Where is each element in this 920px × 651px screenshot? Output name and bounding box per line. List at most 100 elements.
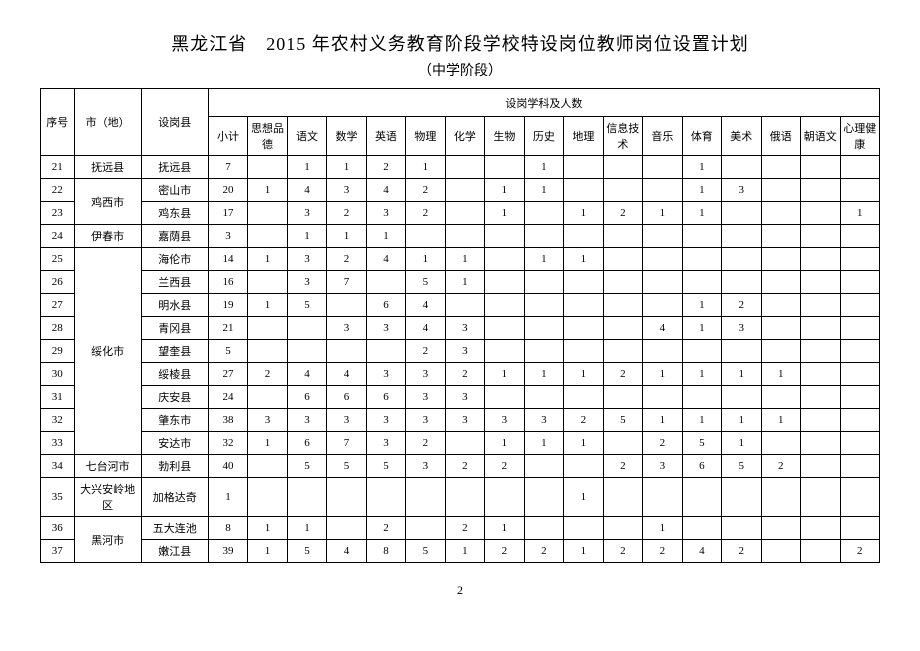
cell-value [761,179,800,202]
cell-value: 4 [682,540,721,563]
cell-value: 2 [406,179,445,202]
cell-seq: 27 [41,294,75,317]
cell-value: 6 [327,386,366,409]
cell-value [485,478,524,517]
cell-value [840,248,879,271]
cell-value [248,225,287,248]
cell-value [524,455,563,478]
cell-value [603,156,642,179]
cell-value: 3 [366,409,405,432]
cell-city: 绥化市 [74,248,141,455]
cell-value [801,225,840,248]
cell-value: 1 [485,432,524,455]
cell-value: 1 [248,540,287,563]
cell-value: 2 [406,202,445,225]
cell-value: 3 [327,317,366,340]
cell-value: 3 [327,179,366,202]
cell-value [248,455,287,478]
cell-value: 1 [524,363,563,386]
cell-value [840,271,879,294]
cell-value: 1 [524,432,563,455]
hdr-subject: 地理 [564,117,603,156]
cell-value: 1 [287,517,326,540]
cell-value: 1 [722,432,761,455]
cell-value [801,248,840,271]
cell-value: 5 [406,540,445,563]
cell-value: 1 [485,179,524,202]
cell-value [603,225,642,248]
cell-value: 3 [722,179,761,202]
cell-value [801,363,840,386]
cell-value: 3 [524,409,563,432]
cell-value [801,432,840,455]
cell-value [643,179,682,202]
cell-value [840,294,879,317]
cell-value [564,340,603,363]
table-row: 37嫩江县3915485122122422 [41,540,880,563]
cell-value [366,340,405,363]
cell-value [722,248,761,271]
cell-value [801,386,840,409]
cell-value: 5 [722,455,761,478]
cell-value [524,294,563,317]
table-row: 24伊春市嘉荫县3111 [41,225,880,248]
table-row: 27明水县19156412 [41,294,880,317]
hdr-subject: 体育 [682,117,721,156]
cell-city: 鸡西市 [74,179,141,225]
table-row: 22鸡西市密山市20143421113 [41,179,880,202]
cell-value [603,478,642,517]
cell-value: 2 [366,517,405,540]
cell-value [682,225,721,248]
cell-value: 1 [248,248,287,271]
cell-county: 嘉荫县 [141,225,208,248]
cell-value [761,340,800,363]
cell-value: 2 [485,540,524,563]
cell-value: 6 [682,455,721,478]
cell-value [485,386,524,409]
cell-value: 1 [682,156,721,179]
cell-value [564,225,603,248]
cell-seq: 29 [41,340,75,363]
cell-value: 5 [287,540,326,563]
cell-value [801,455,840,478]
cell-seq: 35 [41,478,75,517]
cell-value [761,202,800,225]
cell-value [801,271,840,294]
cell-value: 1 [643,202,682,225]
cell-subtotal: 39 [208,540,247,563]
cell-value: 1 [406,248,445,271]
cell-city: 抚远县 [74,156,141,179]
cell-value: 3 [366,432,405,455]
cell-value: 1 [761,363,800,386]
cell-value [761,540,800,563]
page-title: 黑龙江省 2015 年农村义务教育阶段学校特设岗位教师岗位设置计划 [40,30,880,56]
cell-value: 3 [248,409,287,432]
cell-value [287,340,326,363]
cell-value [761,225,800,248]
cell-value: 3 [406,455,445,478]
cell-value [722,271,761,294]
cell-value [445,478,484,517]
cell-value [722,386,761,409]
cell-value [524,478,563,517]
hdr-subject: 英语 [366,117,405,156]
cell-value: 4 [366,248,405,271]
cell-value: 3 [327,409,366,432]
cell-value: 1 [682,179,721,202]
hdr-seq: 序号 [41,89,75,156]
hdr-subject: 物理 [406,117,445,156]
cell-value: 4 [327,363,366,386]
cell-city: 大兴安岭地区 [74,478,141,517]
cell-value: 2 [722,540,761,563]
cell-value: 7 [327,271,366,294]
cell-value [406,517,445,540]
cell-value: 3 [485,409,524,432]
cell-subtotal: 16 [208,271,247,294]
cell-seq: 36 [41,517,75,540]
cell-value [445,225,484,248]
cell-value: 2 [761,455,800,478]
cell-value: 1 [445,271,484,294]
cell-value [445,294,484,317]
cell-seq: 26 [41,271,75,294]
cell-county: 明水县 [141,294,208,317]
